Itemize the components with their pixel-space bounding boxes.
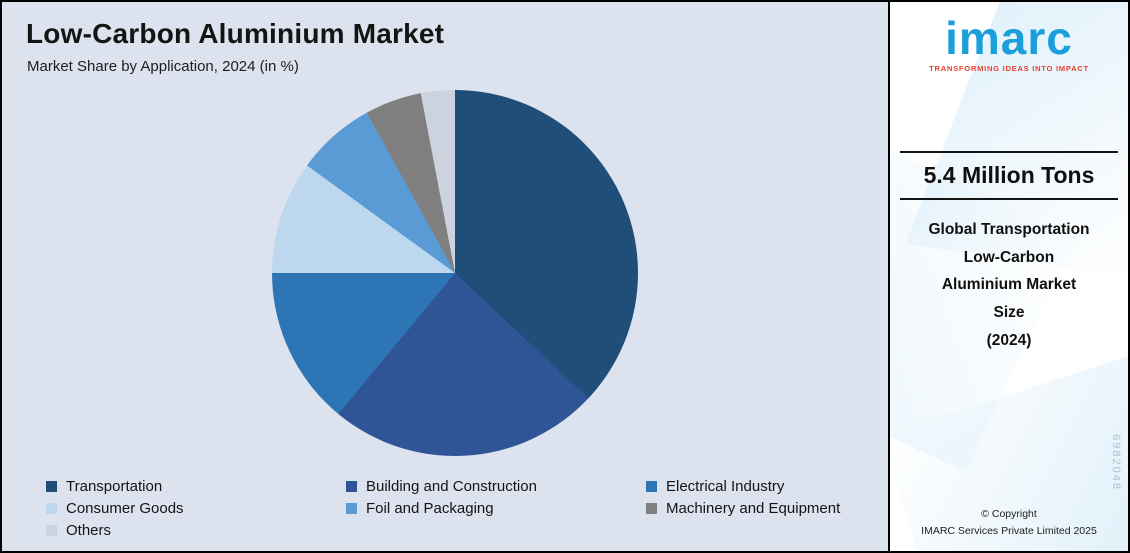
stat-label-line: (2024) [986,331,1032,349]
divider [900,151,1118,154]
legend-item-transportation: Transportation [46,478,346,495]
legend-swatch [646,481,657,492]
legend-item-others: Others [46,522,346,539]
pie-chart [272,90,638,456]
legend-label: Consumer Goods [66,500,184,517]
stat-label-line: Aluminium Market [941,276,1077,294]
legend-swatch [346,481,357,492]
divider [900,198,1118,201]
page-title: Low-Carbon Aluminium Market [26,18,445,49]
sidebar: 6982048 imarc TRANSFORMING IDEAS INTO IM… [888,2,1128,551]
decorative-number: 6982048 [1110,434,1122,491]
legend-swatch [346,503,357,514]
legend-item-electrical-industry: Electrical Industry [646,478,876,495]
legend-label: Machinery and Equipment [666,500,841,517]
stat-label-line: Size [993,304,1025,322]
chart-area: Low-Carbon Aluminium Market Market Share… [2,2,888,551]
legend-label: Electrical Industry [666,478,785,495]
legend-swatch [46,503,57,514]
imarc-logo: imarc TRANSFORMING IDEAS INTO IMPACT [929,12,1089,74]
chart-subtitle: Market Share by Application, 2024 (in %) [27,58,299,75]
legend-item-foil-and-packaging: Foil and Packaging [346,500,646,517]
legend-item-consumer-goods: Consumer Goods [46,500,346,517]
imarc-logo-text: imarc [945,12,1073,64]
copyright-line: IMARC Services Private Limited 2025 [921,524,1097,537]
stat-block: 5.4 Million Tons Global Transportation L… [890,151,1128,354]
copyright: © Copyright IMARC Services Private Limit… [921,506,1097,539]
legend-label: Others [66,522,112,539]
imarc-logo-tagline: TRANSFORMING IDEAS INTO IMPACT [929,64,1089,74]
legend-swatch [46,525,57,536]
stat-label: Global Transportation Low-Carbon Alumini… [898,216,1120,354]
legend-item-building-and-construction: Building and Construction [346,478,646,495]
legend-label: Foil and Packaging [366,500,494,517]
stat-label-line: Low-Carbon [963,248,1055,266]
legend-item-machinery-and-equipment: Machinery and Equipment [646,500,876,517]
chart-legend: Transportation Building and Construction… [46,478,876,539]
stat-label-line: Global Transportation [928,221,1090,239]
legend-swatch [646,503,657,514]
legend-label: Transportation [66,478,163,495]
copyright-line: © Copyright [981,508,1037,521]
legend-label: Building and Construction [366,478,537,495]
legend-swatch [46,481,57,492]
stat-value: 5.4 Million Tons [923,162,1095,189]
